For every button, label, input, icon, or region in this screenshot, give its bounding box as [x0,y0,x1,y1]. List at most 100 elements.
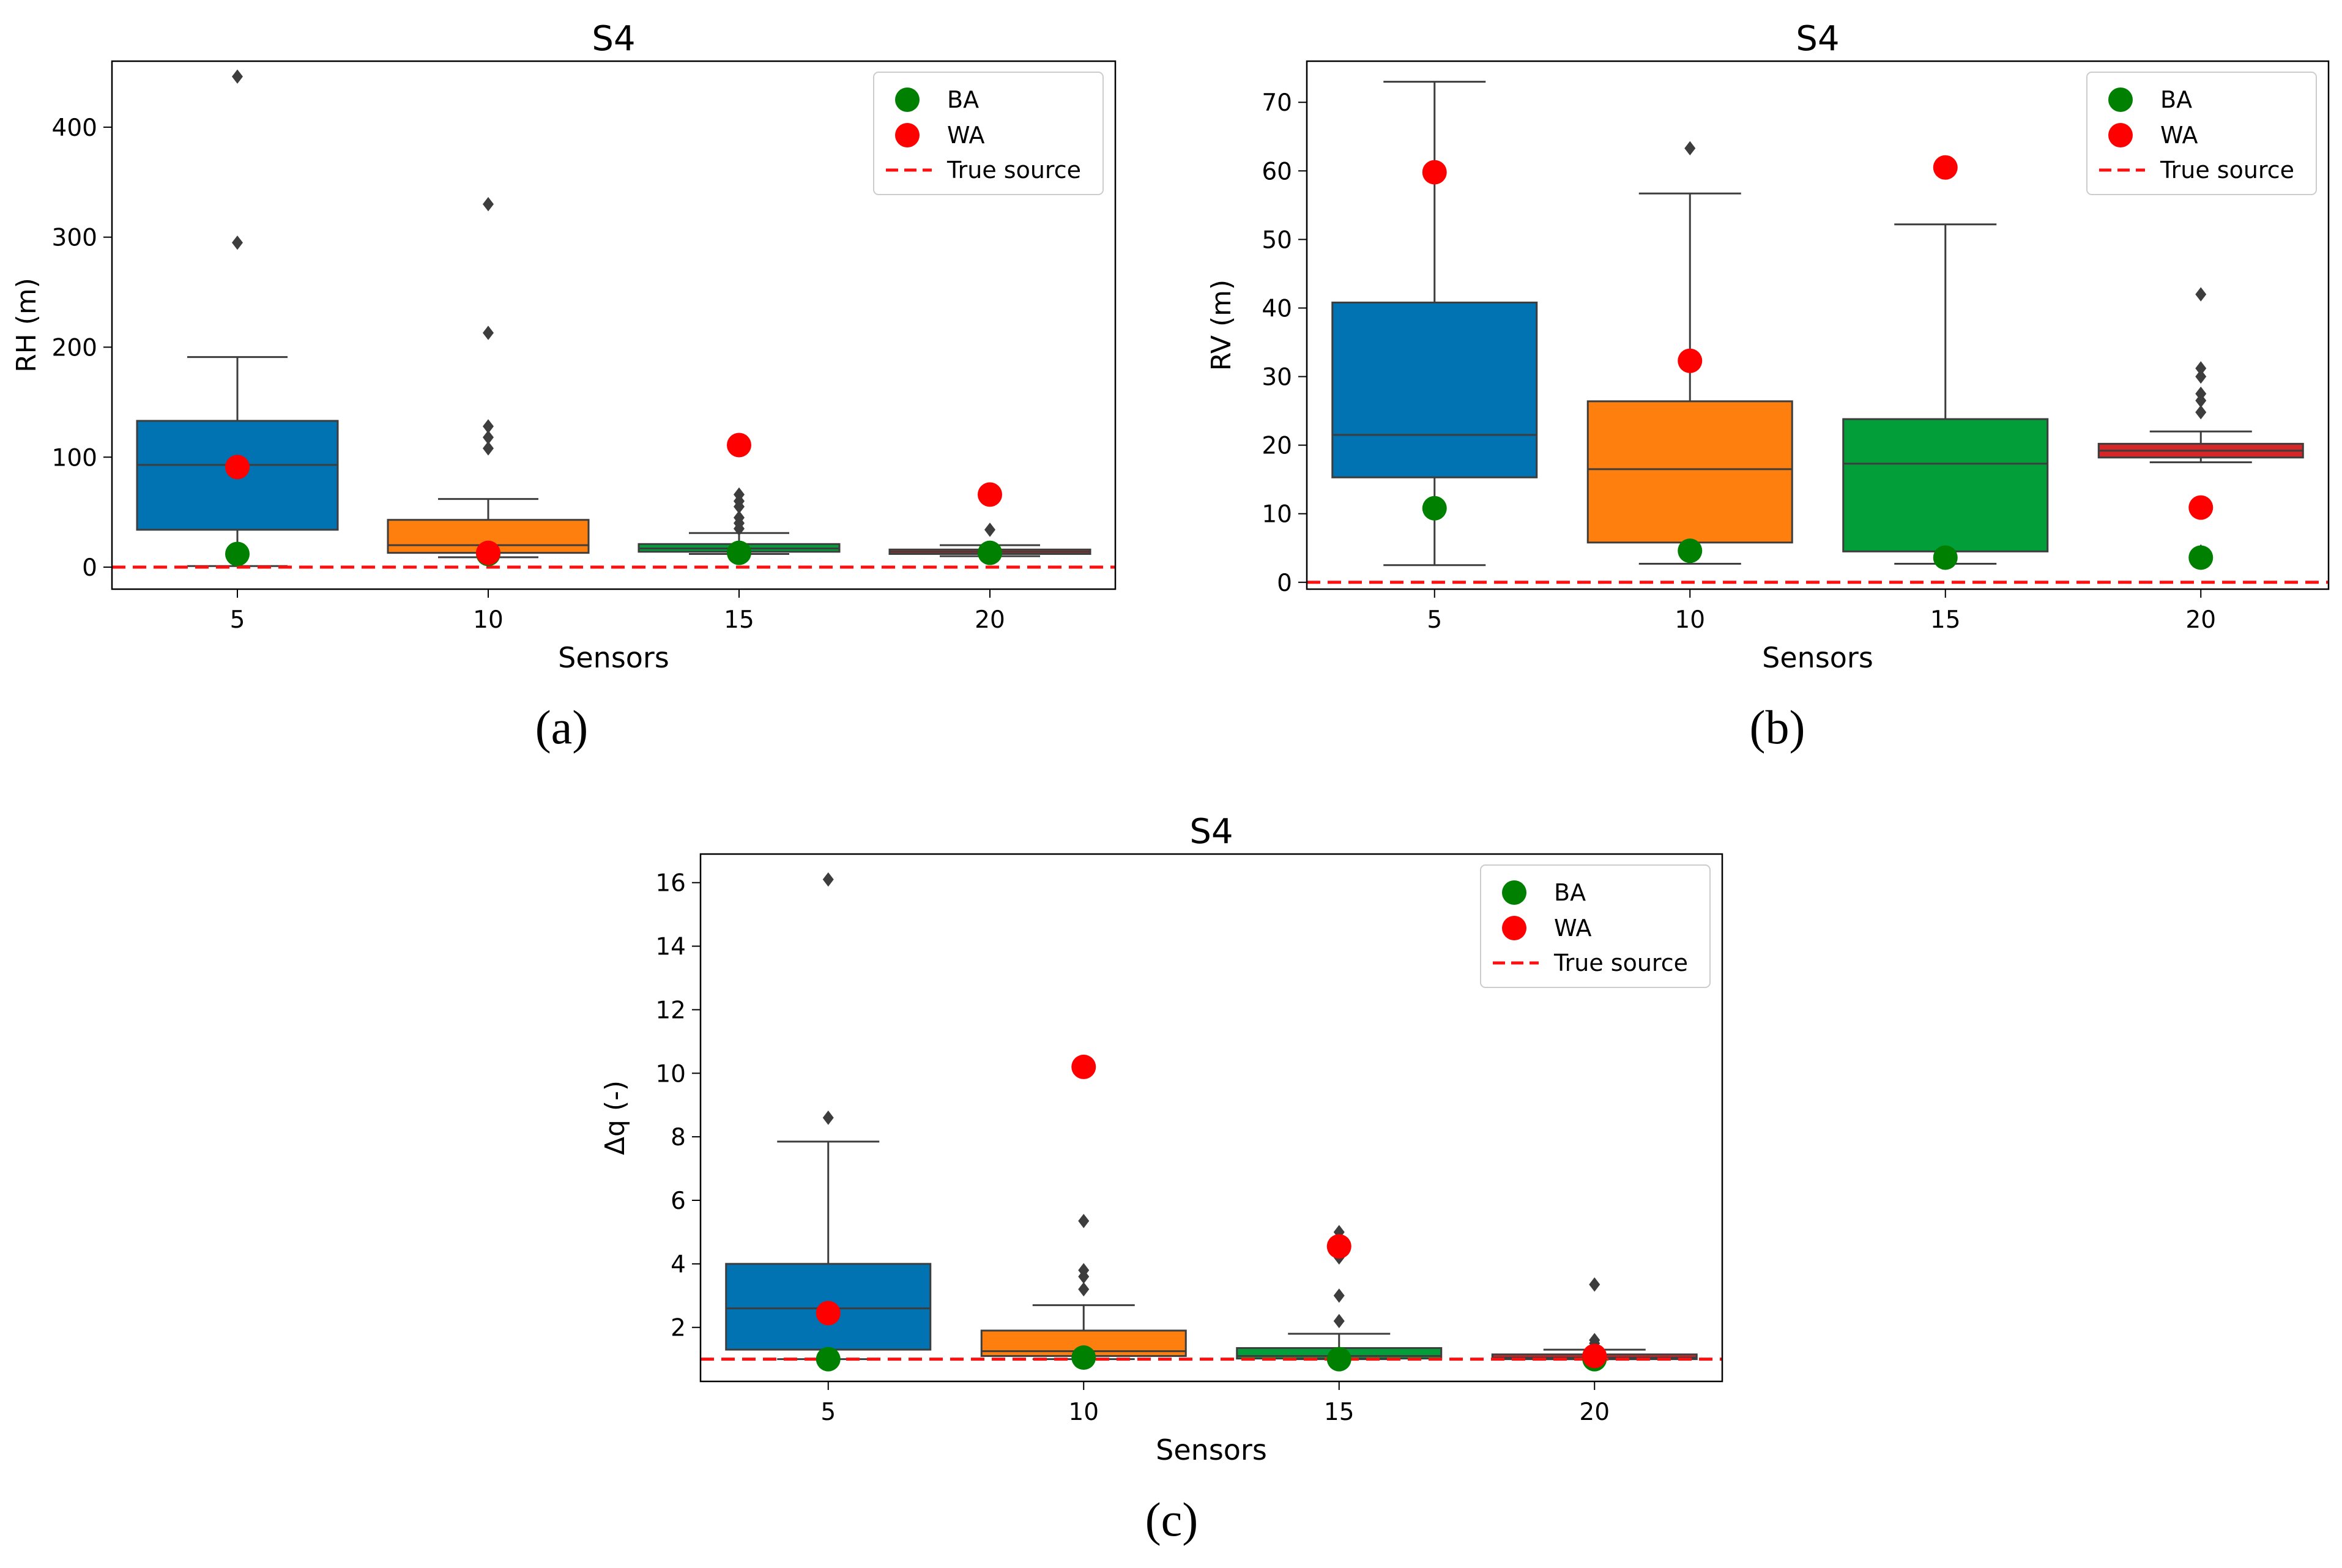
box-15 [1842,418,2049,552]
wa-point [476,540,500,565]
outlier-point [483,441,494,456]
legend-ba-label: BA [2160,86,2192,113]
wa-point [225,455,250,480]
outlier-point [1333,1313,1345,1329]
y-tick-label: 50 [1262,226,1292,254]
outlier-point [2195,361,2207,376]
chart-panel-1: S4 0 100 200 300 400 RH (m) 5 10 15 20 Sensors BA WA T… [11,19,1117,754]
x-tick-label: 15 [1930,606,1961,634]
x-tick-label: 10 [473,606,504,634]
ba-point [727,540,751,565]
y-tick-label: 0 [82,554,97,582]
x-tick-label: 10 [1068,1399,1099,1426]
legend-box [873,72,1104,195]
ba-point [1071,1345,1096,1370]
wa-point [1582,1343,1607,1369]
legend-box [2086,72,2317,195]
wa-point [2188,495,2214,520]
outlier-point [483,325,494,340]
wa-point [1678,348,1703,373]
x-tick-label: 20 [975,606,1005,634]
outlier-point [1333,1288,1345,1303]
legend-true-source-label: True source [946,157,1081,184]
chart-title: S4 [592,19,635,59]
outlier-point [822,1110,834,1125]
outlier-point [1589,1332,1600,1348]
x-tick-label: 15 [1324,1399,1355,1426]
wa-point [816,1301,841,1326]
outlier-point [1078,1282,1090,1297]
y-tick-label: 30 [1262,364,1292,392]
legend-wa-marker [2108,123,2133,147]
chart-panel-3: S4 2 4 6 8 10 12 14 16 Δq (-) 5 10 15 20 Sensors BA WA Tr… [600,812,1723,1546]
legend-ba-marker [895,87,920,112]
x-tick-label: 5 [820,1399,836,1426]
outlier-point [984,522,995,537]
plot-frame [111,60,1117,590]
wa-point [1422,160,1447,185]
y-tick-label: 2 [671,1315,686,1342]
x-axis-label: Sensors [1762,641,1873,674]
x-tick-label: 10 [1675,606,1705,634]
ba-point [1326,1347,1351,1372]
ba-point [225,541,250,567]
legend-wa-marker [895,123,920,147]
wa-point [727,433,751,458]
y-tick-label: 10 [655,1060,686,1088]
y-tick-label: 4 [671,1251,686,1279]
legend-true-source-label: True source [2160,157,2294,184]
outlier-point [1684,141,1696,156]
ba-point [2188,545,2214,570]
outlier-point [734,510,745,525]
panel-label: (a) [535,700,589,754]
outlier-point [2195,369,2207,384]
legend-wa-marker [1502,916,1526,940]
box-10 [1586,400,1793,544]
ba-point [816,1347,841,1372]
legend-wa-label: WA [2160,122,2198,149]
legend-ba-label: BA [947,86,979,113]
chart-title: S4 [1189,812,1233,852]
outlier-point [483,419,494,434]
x-tick-label: 20 [2185,606,2216,634]
legend-box [1480,864,1711,988]
y-axis-label: Δq (-) [600,1080,631,1155]
y-tick-label: 400 [52,114,97,142]
outlier-point [2195,386,2207,401]
outlier-point [2195,405,2207,420]
outlier-point [822,872,834,887]
outlier-point [232,235,243,250]
y-tick-label: 40 [1262,295,1292,322]
legend-wa-label: WA [1554,915,1592,942]
outlier-point [734,487,745,502]
outlier-point [483,430,494,445]
y-tick-label: 200 [52,334,97,362]
outlier-point [232,69,243,84]
ba-point [1678,538,1703,563]
outlier-point [1078,1214,1090,1228]
wa-point [1071,1054,1096,1079]
y-tick-label: 100 [52,444,97,472]
y-tick-label: 8 [671,1124,686,1151]
panel-label: (c) [1145,1493,1199,1546]
y-tick-label: 300 [52,225,97,252]
legend: BA WA True source [1480,864,1711,988]
panel-label: (b) [1750,700,1805,754]
legend: BA WA True source [2086,72,2317,195]
x-axis-label: Sensors [1156,1433,1267,1466]
ba-point [978,540,1002,565]
outlier-point [2195,287,2207,302]
y-tick-label: 16 [655,870,686,897]
outlier-point [1589,1277,1600,1292]
plot-frame [699,853,1723,1383]
y-tick-label: 12 [655,997,686,1024]
x-tick-label: 5 [230,606,245,634]
legend-ba-label: BA [1554,879,1586,906]
wa-point [1933,155,1958,180]
legend-wa-label: WA [947,122,985,149]
x-axis-label: Sensors [558,641,669,674]
chart-title: S4 [1796,19,1839,59]
chart-panel-2: S4 0 10 20 30 40 50 60 70 RV (m) 5 10 15 20 Sensors BA W… [1206,19,2330,754]
x-tick-label: 15 [724,606,754,634]
